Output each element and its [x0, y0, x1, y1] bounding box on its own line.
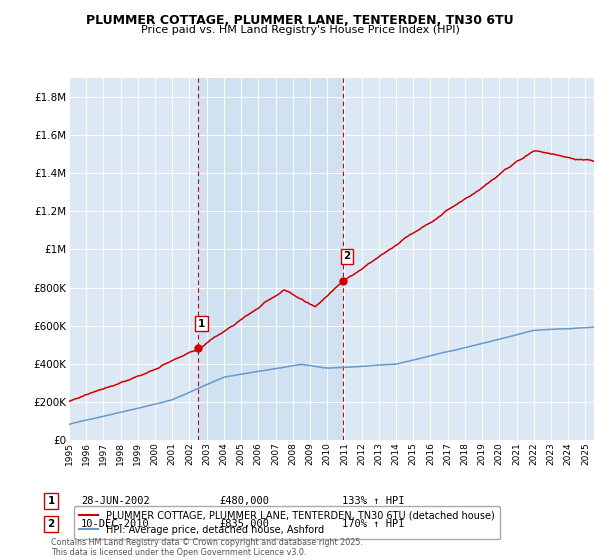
Legend: PLUMMER COTTAGE, PLUMMER LANE, TENTERDEN, TN30 6TU (detached house), HPI: Averag: PLUMMER COTTAGE, PLUMMER LANE, TENTERDEN…: [74, 506, 500, 539]
Text: Contains HM Land Registry data © Crown copyright and database right 2025.
This d: Contains HM Land Registry data © Crown c…: [51, 538, 363, 557]
Text: Price paid vs. HM Land Registry's House Price Index (HPI): Price paid vs. HM Land Registry's House …: [140, 25, 460, 35]
Text: £835,000: £835,000: [219, 519, 269, 529]
Text: 1: 1: [47, 496, 55, 506]
Text: 28-JUN-2002: 28-JUN-2002: [81, 496, 150, 506]
Text: 133% ↑ HPI: 133% ↑ HPI: [342, 496, 404, 506]
Text: 2: 2: [343, 251, 350, 261]
Bar: [198, 78, 343, 440]
Text: 10-DEC-2010: 10-DEC-2010: [81, 519, 150, 529]
Text: PLUMMER COTTAGE, PLUMMER LANE, TENTERDEN, TN30 6TU: PLUMMER COTTAGE, PLUMMER LANE, TENTERDEN…: [86, 14, 514, 27]
Text: 170% ↑ HPI: 170% ↑ HPI: [342, 519, 404, 529]
Text: £480,000: £480,000: [219, 496, 269, 506]
Text: 1: 1: [198, 319, 205, 329]
Text: 2: 2: [47, 519, 55, 529]
